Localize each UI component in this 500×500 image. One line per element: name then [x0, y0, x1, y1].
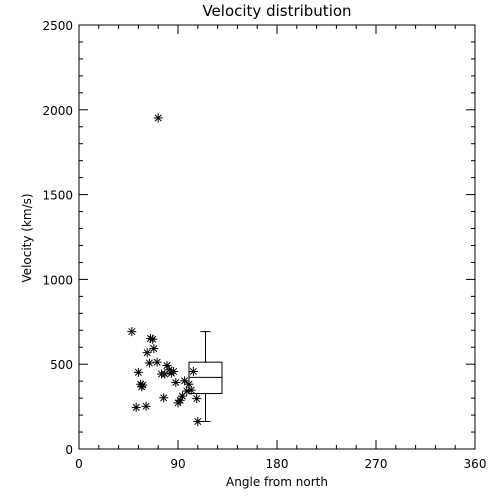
tick-labels: 0 90 180 270 360 0 500 1000 1500 2000 2500 [42, 19, 486, 471]
data-point [152, 357, 162, 367]
data-point [153, 113, 163, 123]
data-point [159, 393, 169, 403]
x-axis-title: Angle from north [226, 475, 328, 489]
y-tick-label: 0 [65, 443, 73, 457]
data-point [138, 380, 148, 390]
data-point [133, 367, 143, 377]
y-tick-label: 1500 [42, 189, 73, 203]
data-point [142, 348, 152, 358]
data-point [193, 417, 203, 427]
x-tick-label: 0 [75, 457, 83, 471]
data-points [127, 113, 203, 427]
data-point [186, 385, 196, 395]
x-tick-label: 270 [365, 457, 388, 471]
y-tick-label: 2500 [42, 19, 73, 33]
data-point [169, 366, 179, 376]
x-tick-label: 180 [266, 457, 289, 471]
chart-title: Velocity distribution [202, 2, 351, 20]
boxplot [188, 331, 223, 423]
y-axis-title: Velocity (km/s) [20, 193, 34, 282]
data-point [141, 401, 151, 411]
data-point [148, 334, 158, 344]
y-tick-label: 500 [50, 358, 73, 372]
data-point [162, 361, 172, 371]
data-point [188, 366, 198, 376]
data-point [171, 378, 181, 388]
data-point [144, 358, 154, 368]
data-point [131, 402, 141, 412]
data-point [192, 394, 202, 404]
y-tick-label: 2000 [42, 104, 73, 118]
tick-marks [78, 24, 476, 450]
data-point [127, 327, 137, 337]
data-point [149, 344, 159, 354]
y-tick-label: 1000 [42, 273, 73, 287]
data-point [184, 379, 194, 389]
x-tick-label: 360 [464, 457, 487, 471]
x-tick-label: 90 [170, 457, 185, 471]
